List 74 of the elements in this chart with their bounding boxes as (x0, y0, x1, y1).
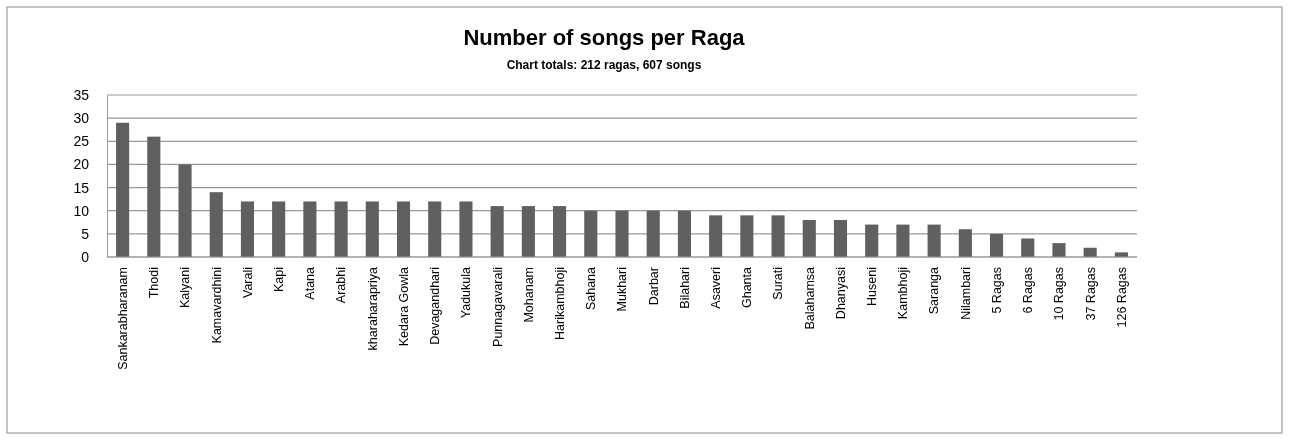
bar (272, 201, 286, 257)
x-tick-label: Yadukula (459, 266, 474, 319)
x-tick-label: Sankarabharanam (115, 267, 130, 370)
x-tick-label: Kambhoji (896, 267, 911, 320)
bar (833, 219, 848, 257)
y-tick-label: 10 (73, 202, 90, 219)
bar (1052, 243, 1066, 257)
x-tick-label: Balahamsa (802, 266, 817, 330)
y-tick-label: 30 (73, 110, 90, 127)
y-tick-label: 15 (73, 179, 90, 196)
x-tick-label: Asaveri (709, 267, 724, 309)
x-tick-label: Kamavardhini (209, 267, 224, 344)
x-tick-label: Mohanam (521, 267, 536, 323)
x-tick-label: Huseni (865, 267, 880, 306)
x-tick-label: Sahana (584, 266, 599, 311)
y-tick-label: 20 (73, 156, 90, 173)
x-tick-label: 37 Ragas (1083, 267, 1098, 321)
chart-title: Number of songs per Raga (463, 25, 746, 50)
x-tick-label: Devagandhari (428, 267, 443, 345)
bar (802, 219, 816, 257)
bar (771, 215, 785, 257)
y-tick-label: 0 (81, 248, 90, 265)
x-tick-label: Kapi (272, 267, 287, 293)
x-tick-label: Darbar (646, 267, 661, 306)
bar (303, 201, 317, 257)
bar (1021, 238, 1035, 257)
x-tick-label: Thodi (147, 267, 162, 299)
bar (147, 136, 161, 257)
x-tick-label: Kedara Gowla (396, 266, 411, 347)
bar (396, 201, 411, 257)
bar (615, 210, 629, 257)
x-tick-label: Nilambari (958, 267, 973, 320)
x-tick-label: Saranga (927, 266, 942, 315)
x-tick-label: Bilahari (677, 267, 692, 309)
x-tick-label: 10 Ragas (1052, 267, 1067, 321)
bar (646, 210, 660, 257)
bar (521, 206, 535, 257)
bar (709, 215, 723, 257)
bar (365, 201, 379, 257)
chart-subtitle: Chart totals: 212 ragas, 607 songs (506, 58, 702, 72)
x-tick-label: 5 Ragas (989, 267, 1004, 314)
x-tick-label: Punnagavarali (490, 267, 505, 347)
bar (865, 224, 879, 257)
x-tick-label: Ghanta (740, 266, 755, 309)
bar (927, 224, 941, 257)
x-tick-label: kharaharapriya (365, 266, 380, 351)
y-tick-label: 5 (81, 225, 90, 242)
y-tick-label: 35 (73, 86, 90, 103)
bar (428, 201, 442, 257)
x-tick-label: Surati (771, 267, 786, 300)
bar (178, 164, 192, 257)
bar (240, 201, 255, 257)
bar (584, 210, 598, 257)
x-tick-label: 126 Ragas (1114, 267, 1129, 328)
x-tick-label: Kalyani (178, 267, 193, 308)
bar (490, 206, 504, 257)
bar (958, 229, 972, 257)
y-tick-label: 25 (73, 133, 90, 150)
bar (209, 192, 223, 257)
x-tick-label: Varali (240, 267, 255, 299)
bar (740, 215, 754, 257)
bar (553, 206, 567, 257)
bar (334, 201, 348, 257)
bar (116, 122, 130, 257)
bar (989, 233, 1004, 257)
x-tick-label: Dhanyasi (833, 267, 848, 320)
x-tick-label: Arabhi (334, 267, 349, 304)
bar (677, 210, 691, 257)
x-tick-label: Mukhari (615, 267, 630, 312)
bar (459, 201, 473, 257)
x-tick-label: Atana (303, 266, 318, 300)
x-tick-label: Harikambhoji (552, 267, 567, 340)
bar (896, 224, 910, 257)
x-tick-label: 6 Ragas (1021, 267, 1036, 314)
